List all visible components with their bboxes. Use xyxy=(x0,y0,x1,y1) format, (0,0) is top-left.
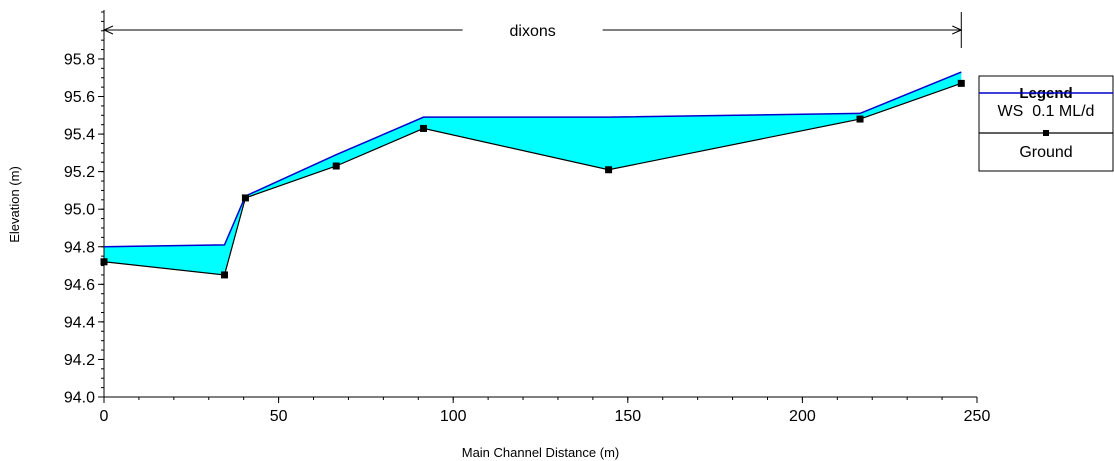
legend-ground-marker xyxy=(1043,130,1049,136)
legend: Legend WS 0.1 ML/d Ground xyxy=(978,75,1114,172)
y-tick-label: 94.6 xyxy=(64,277,95,294)
legend-ground-label: Ground xyxy=(1019,144,1072,161)
x-axis-title: Main Channel Distance (m) xyxy=(462,445,620,460)
ground-point xyxy=(220,271,228,279)
ground-point xyxy=(957,79,965,87)
ground-point xyxy=(332,162,340,170)
y-tick-label: 95.0 xyxy=(64,202,95,219)
ground-point xyxy=(100,258,108,266)
reach-annotation: dixons xyxy=(102,12,963,48)
reach-arrow-right xyxy=(952,25,963,35)
water-surface-line xyxy=(103,71,962,248)
x-tick-label: 50 xyxy=(270,408,288,425)
ground-markers-layer xyxy=(100,79,965,279)
y-tick-label: 95.2 xyxy=(64,164,95,181)
tick-labels-layer: 94.0 94.2 94.4 94.6 94.8 95.0 95.2 95.4 95.6 95.8… xyxy=(64,51,991,425)
series-lines-layer xyxy=(103,71,962,276)
x-tick-label: 200 xyxy=(789,408,816,425)
y-axis-title: Elevation (m) xyxy=(7,166,22,243)
ground-point xyxy=(241,194,249,202)
legend-ws-label: WS 0.1 ML/d xyxy=(998,103,1095,120)
ground-point xyxy=(856,115,864,123)
x-tick-label: 0 xyxy=(100,408,109,425)
y-tick-label: 94.2 xyxy=(64,352,95,369)
x-tick-label: 250 xyxy=(964,408,991,425)
ground-line xyxy=(103,82,962,276)
ground-point xyxy=(420,124,428,132)
y-tick-label: 94.4 xyxy=(64,314,95,331)
y-tick-label: 95.4 xyxy=(64,127,95,144)
y-tick-label: 94.8 xyxy=(64,239,95,256)
y-tick-label: 95.8 xyxy=(64,51,95,68)
axes-layer xyxy=(98,10,978,403)
ground-point xyxy=(605,166,613,174)
y-tick-label: 94.0 xyxy=(64,390,95,407)
reach-arrow-left xyxy=(102,25,114,35)
x-tick-label: 100 xyxy=(440,408,467,425)
y-tick-label: 95.6 xyxy=(64,89,95,106)
reach-label: dixons xyxy=(510,23,556,40)
water-fill-area xyxy=(104,72,962,275)
legend-box xyxy=(978,75,1114,172)
x-tick-label: 150 xyxy=(614,408,641,425)
water-surface-area-layer xyxy=(104,72,962,275)
